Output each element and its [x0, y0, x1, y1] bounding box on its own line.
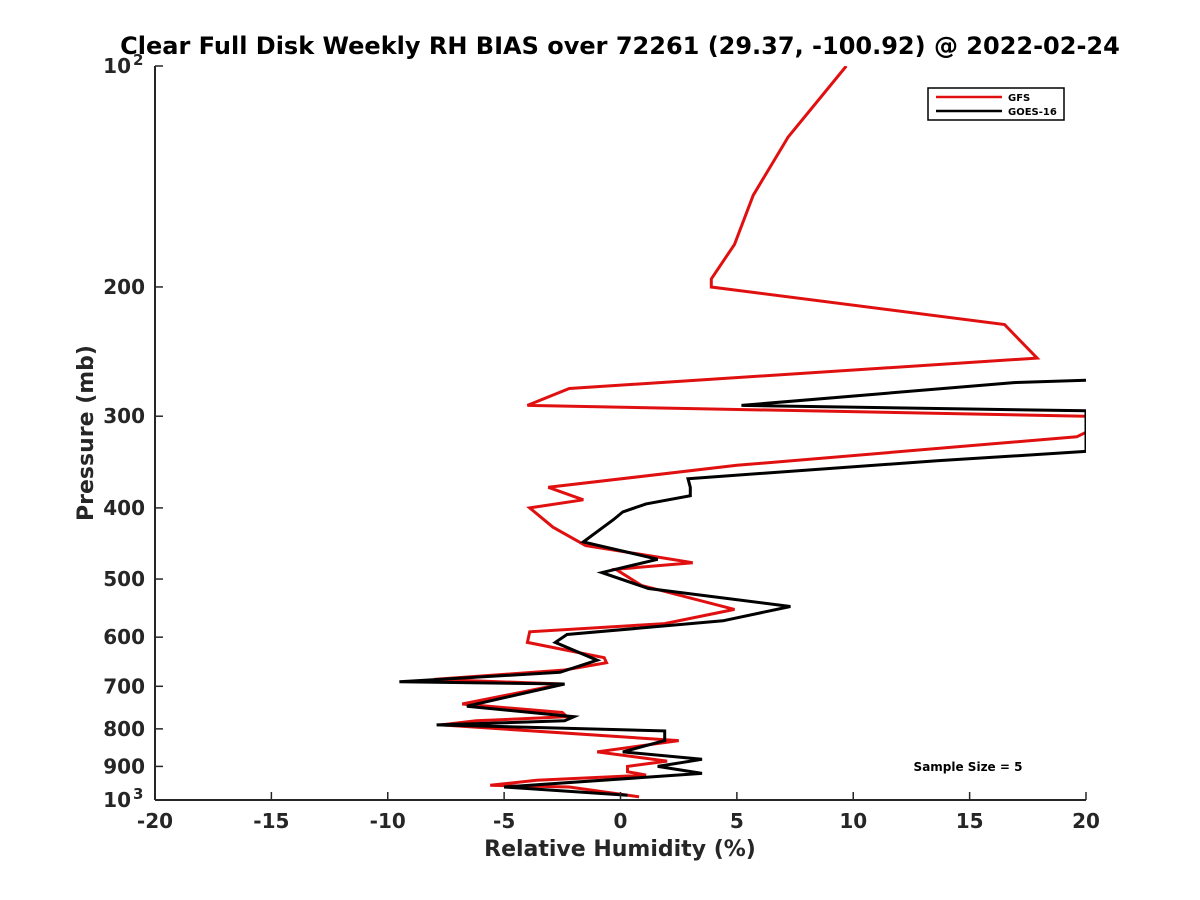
y-tick-label: 800 — [103, 717, 145, 741]
x-tick-label: -10 — [370, 809, 406, 833]
legend: GFS GOES-16 — [927, 87, 1065, 121]
x-ticks: -20 -15 -10 -5 0 5 10 15 20 — [137, 792, 1100, 833]
legend-label-gfs: GFS — [1008, 93, 1030, 104]
y-tick-label: 400 — [103, 496, 145, 520]
x-tick-label: 20 — [1072, 809, 1100, 833]
series-line-gfs — [434, 66, 1086, 799]
x-tick-label: 5 — [730, 809, 744, 833]
y-tick-label: 900 — [103, 754, 145, 778]
y-tick-exponent: 3 — [133, 785, 143, 803]
y-tick-label: 500 — [103, 567, 145, 591]
x-tick-label: 0 — [614, 809, 628, 833]
x-tick-label: 15 — [956, 809, 984, 833]
sample-size-annotation: Sample Size = 5 — [914, 760, 1023, 774]
series-line-goes16 — [399, 378, 1086, 797]
y-axis-label: Pressure (mb) — [74, 345, 99, 521]
y-tick-label: 700 — [103, 674, 145, 698]
x-axis-label: Relative Humidity (%) — [484, 837, 756, 862]
x-tick-label: -20 — [137, 809, 173, 833]
chart-title: Clear Full Disk Weekly RH BIAS over 7226… — [120, 32, 1120, 60]
y-tick-label: 200 — [103, 275, 145, 299]
series-layer — [399, 66, 1086, 799]
legend-label-goes16: GOES-16 — [1008, 107, 1057, 118]
x-tick-label: 10 — [839, 809, 867, 833]
x-tick-label: -15 — [253, 809, 289, 833]
y-tick-exponent: 2 — [133, 51, 143, 69]
y-tick-label: 10 — [103, 54, 131, 78]
y-tick-label: 600 — [103, 625, 145, 649]
legend-box — [927, 87, 1065, 121]
x-tick-label: -5 — [493, 809, 515, 833]
y-tick-label: 10 — [103, 788, 131, 812]
y-tick-label: 300 — [103, 404, 145, 428]
